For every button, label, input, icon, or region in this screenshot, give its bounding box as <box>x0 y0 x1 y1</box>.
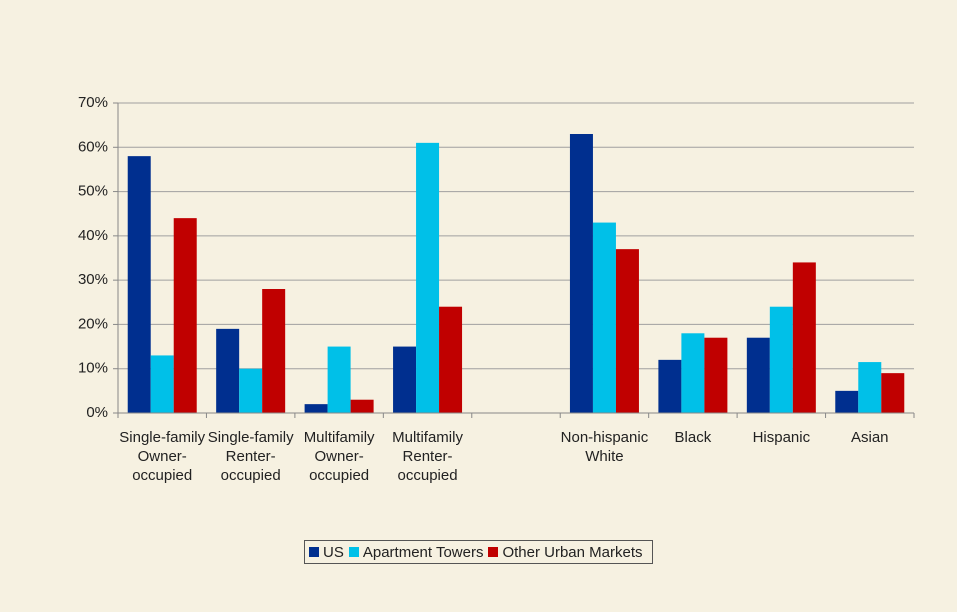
bar <box>350 399 374 413</box>
y-tick-label: 30% <box>78 271 108 288</box>
legend-item: US <box>309 544 344 561</box>
bar <box>881 373 905 413</box>
x-tick-label: Single-family Renter-occupied <box>207 429 294 484</box>
bar <box>150 355 174 413</box>
bar <box>262 289 286 413</box>
legend-item: Apartment Towers <box>348 543 484 561</box>
y-tick-label: 20% <box>78 315 108 332</box>
bar <box>615 249 639 413</box>
x-tick-label: Black <box>674 429 712 446</box>
bar <box>327 346 351 413</box>
legend-swatch <box>348 547 359 557</box>
x-tick-label: Single-family Owner-occupied <box>119 429 206 484</box>
legend-item: Other Urban Markets <box>488 543 643 561</box>
y-tick-label: 40% <box>78 227 108 244</box>
bar <box>835 390 859 413</box>
bar <box>239 368 263 413</box>
legend-swatch <box>309 547 319 557</box>
bar <box>746 337 770 413</box>
bar <box>592 222 616 413</box>
bar <box>569 134 593 413</box>
bar <box>416 142 440 413</box>
bar <box>681 333 705 413</box>
bar <box>393 346 417 413</box>
x-tick-label: Hispanic <box>752 429 811 446</box>
x-tick-label: Multifamily Renter-occupied <box>392 429 463 484</box>
legend-label: Apartment Towers <box>362 543 484 561</box>
x-tick-label: Multifamily Owner-occupied <box>303 429 375 484</box>
bar <box>439 306 463 413</box>
bar <box>173 218 197 413</box>
bar <box>858 362 882 413</box>
legend: US Apartment Towers Other Urban Markets <box>304 540 653 564</box>
legend-label: US <box>323 543 344 561</box>
bar <box>704 337 728 413</box>
x-tick-label: Asian <box>851 429 889 446</box>
bar <box>769 306 793 413</box>
legend-swatch <box>488 547 499 557</box>
y-tick-label: 10% <box>78 360 108 377</box>
y-tick-label: 60% <box>78 138 108 155</box>
y-tick-label: 0% <box>86 404 108 421</box>
legend-label: Other Urban Markets <box>502 543 643 561</box>
x-tick-label: Non-hispanic White <box>560 429 649 465</box>
y-tick-label: 70% <box>78 94 108 111</box>
y-tick-label: 50% <box>78 183 108 200</box>
bar <box>658 359 682 413</box>
bar <box>127 156 151 413</box>
bar <box>216 328 240 413</box>
bar <box>304 404 328 413</box>
bar <box>792 262 816 413</box>
